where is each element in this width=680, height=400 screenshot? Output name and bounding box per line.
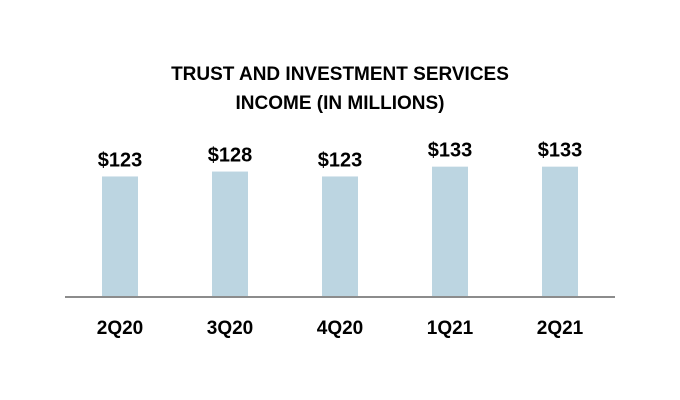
value-label-2q21: $133 [538, 140, 583, 162]
x-tick-label-3q20: 3Q20 [207, 318, 253, 339]
value-labels-group: $123 $128 $123 $133 $133 [98, 140, 583, 172]
bar-3q20 [212, 171, 248, 297]
bars-group [102, 166, 578, 297]
value-label-3q20: $128 [208, 145, 253, 167]
chart-title: TRUST AND INVESTMENT SERVICES INCOME (IN… [0, 60, 680, 118]
bar-1q21 [432, 166, 468, 297]
x-tick-labels-group: 2Q20 3Q20 4Q20 1Q21 2Q21 [97, 318, 584, 339]
x-tick-label-4q20: 4Q20 [317, 318, 363, 339]
value-label-4q20: $123 [318, 149, 363, 171]
x-tick-label-1q21: 1Q21 [427, 318, 474, 339]
bar-4q20 [322, 176, 358, 297]
chart-title-line-1: TRUST AND INVESTMENT SERVICES [171, 64, 509, 85]
bar-2q21 [542, 166, 578, 297]
value-label-2q20: $123 [98, 149, 143, 171]
value-label-1q21: $133 [428, 140, 473, 162]
bar-2q20 [102, 176, 138, 297]
x-tick-label-2q21: 2Q21 [537, 318, 584, 339]
x-tick-label-2q20: 2Q20 [97, 318, 143, 339]
chart-title-line-2: INCOME (IN MILLIONS) [235, 93, 445, 114]
